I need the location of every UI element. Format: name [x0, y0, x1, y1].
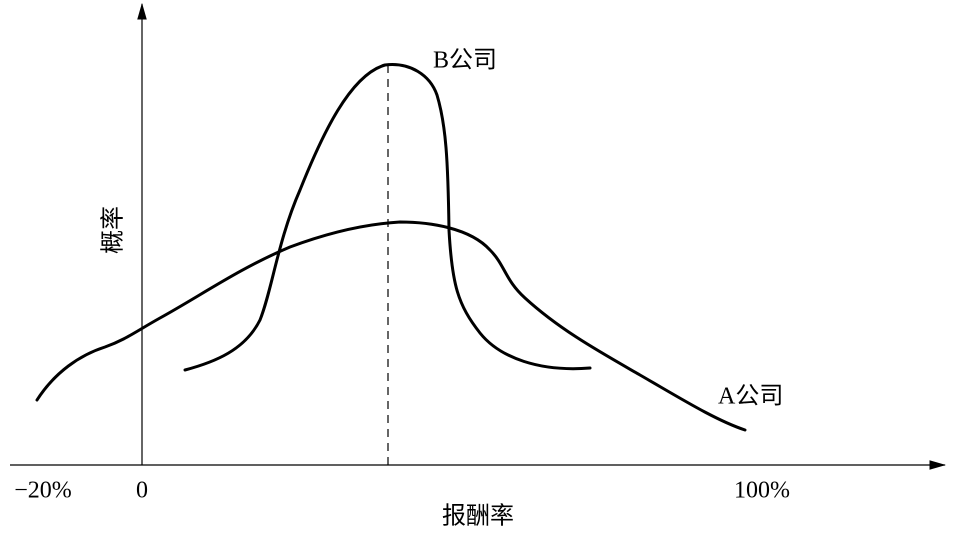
- curve-a: [35, 220, 747, 432]
- y-axis-label: 概率: [100, 206, 127, 254]
- x-tick-label: −20%: [14, 478, 72, 504]
- curve-a-label: A公司: [718, 384, 783, 410]
- x-tick-label: 100%: [734, 478, 790, 504]
- x-axis-label: 报酬率: [442, 503, 514, 530]
- x-tick-label: 0: [136, 478, 148, 504]
- curve-b: [183, 63, 592, 372]
- curve-b-label: B公司: [433, 48, 497, 74]
